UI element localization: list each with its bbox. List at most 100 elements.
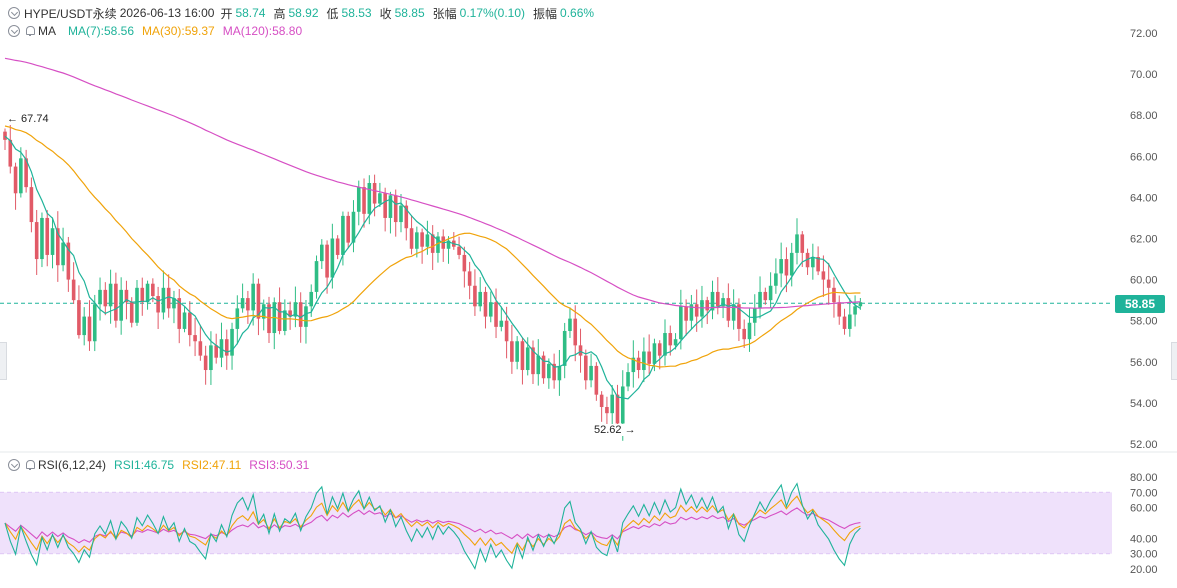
- candle-body: [108, 283, 113, 307]
- candle-body: [589, 365, 593, 381]
- candle-body: [811, 256, 815, 268]
- candle-body: [330, 238, 335, 278]
- close-value: 58.85: [394, 6, 425, 20]
- candle-body: [50, 228, 55, 255]
- candle-body: [430, 234, 435, 253]
- candle-body: [129, 302, 134, 323]
- candle-body: [235, 308, 240, 329]
- price-tick-label: 58.00: [1130, 316, 1158, 328]
- price-tick-label: 72.00: [1130, 28, 1158, 40]
- rsi-legend: RSI(6,12,24) RSI1:46.75 RSI2:47.11 RSI3:…: [0, 456, 317, 474]
- candle-body: [13, 166, 18, 194]
- price-axis: 72.00 70.00 68.00 66.00 64.00 62.00 60.00 58.00…: [1130, 28, 1158, 451]
- candle-body: [203, 355, 208, 371]
- candle-body: [346, 215, 350, 243]
- candle-body: [615, 394, 620, 424]
- candle-body: [832, 287, 836, 303]
- candle-body: [731, 304, 736, 321]
- candle-body: [66, 242, 71, 280]
- ma-indicator-name[interactable]: MA: [38, 24, 56, 38]
- candle-body: [156, 296, 160, 313]
- candle-body: [425, 234, 430, 247]
- high-value: 58.92: [288, 6, 319, 20]
- candle-body: [525, 347, 530, 371]
- open-value: 58.74: [235, 6, 266, 20]
- low-value: 58.53: [341, 6, 372, 20]
- rsi1-line: [4, 482, 861, 571]
- candle-body: [752, 308, 757, 323]
- candle-body: [742, 328, 746, 340]
- candle-body: [594, 365, 599, 395]
- amplitude-value: 0.66%: [560, 6, 595, 20]
- candle-body: [562, 330, 567, 366]
- candle-body: [45, 217, 50, 255]
- rsi-alert-bell-icon[interactable]: [24, 459, 36, 471]
- rsi-collapse-chevron-icon[interactable]: [8, 459, 20, 471]
- candle-body: [826, 279, 831, 288]
- candle-body: [631, 357, 636, 373]
- candle-body: [795, 234, 799, 253]
- candle-body: [657, 343, 662, 356]
- rsi3-line: [4, 507, 861, 544]
- candle-body: [351, 211, 356, 243]
- candle-body: [499, 320, 504, 327]
- candle-body: [320, 244, 324, 262]
- candle-body: [182, 312, 187, 329]
- collapse-chevron-icon[interactable]: [8, 7, 20, 19]
- rsi-indicator-name[interactable]: RSI(6,12,24): [38, 458, 107, 472]
- left-scroll-handle[interactable]: [0, 342, 7, 380]
- candle-body: [789, 252, 794, 276]
- candle-body: [40, 217, 44, 260]
- candle-body: [77, 300, 81, 336]
- candle-body: [325, 244, 329, 278]
- candle-body: [774, 273, 778, 286]
- candle-body: [721, 298, 725, 307]
- candle-body: [573, 318, 578, 346]
- candle-body: [420, 232, 424, 247]
- candle-body: [462, 254, 467, 272]
- candle-body: [341, 215, 345, 255]
- candle-body: [536, 355, 541, 375]
- right-scroll-handle[interactable]: [1171, 342, 1177, 380]
- candle-body: [193, 335, 197, 342]
- candle-body: [293, 302, 298, 317]
- candle-body: [362, 187, 366, 214]
- ma30-legend: MA(30):59.37: [142, 24, 215, 38]
- candle-body: [779, 259, 783, 274]
- candle-body: [552, 363, 556, 381]
- ma-collapse-chevron-icon[interactable]: [8, 25, 20, 37]
- rsi3-legend: RSI3:50.31: [249, 458, 310, 472]
- candle-body: [547, 363, 551, 379]
- candle-body: [198, 341, 203, 356]
- candlesticks: [3, 123, 863, 441]
- price-tick-label: 66.00: [1130, 151, 1158, 163]
- open-label: 开: [220, 6, 233, 21]
- candle-body: [837, 302, 842, 317]
- candle-body: [510, 341, 514, 362]
- candle-body: [705, 300, 710, 311]
- candle-body: [446, 240, 451, 249]
- amplitude-label: 振幅: [533, 6, 558, 21]
- candle-body: [848, 314, 852, 329]
- candle-body: [261, 304, 266, 319]
- rsi-tick-label: 20.00: [1130, 564, 1158, 576]
- candle-body: [520, 341, 525, 371]
- candle-body: [267, 304, 271, 334]
- candle-body: [684, 306, 688, 321]
- rsi-band: [0, 492, 1112, 554]
- candle-body: [409, 228, 414, 249]
- candle-body: [467, 271, 472, 286]
- rsi-tick-label: 60.00: [1130, 503, 1158, 515]
- candle-body: [209, 345, 213, 371]
- candle-body: [283, 310, 287, 331]
- candle-body: [367, 183, 372, 214]
- ma7-legend: MA(7):58.56: [68, 24, 135, 38]
- candle-body: [172, 298, 176, 309]
- rsi-lines: [4, 482, 861, 571]
- change-label: 张幅: [432, 6, 457, 21]
- candle-body: [531, 347, 535, 375]
- rsi1-legend: RSI1:46.75: [114, 458, 175, 472]
- rsi2-legend: RSI2:47.11: [182, 458, 242, 472]
- alert-bell-icon[interactable]: [24, 25, 36, 37]
